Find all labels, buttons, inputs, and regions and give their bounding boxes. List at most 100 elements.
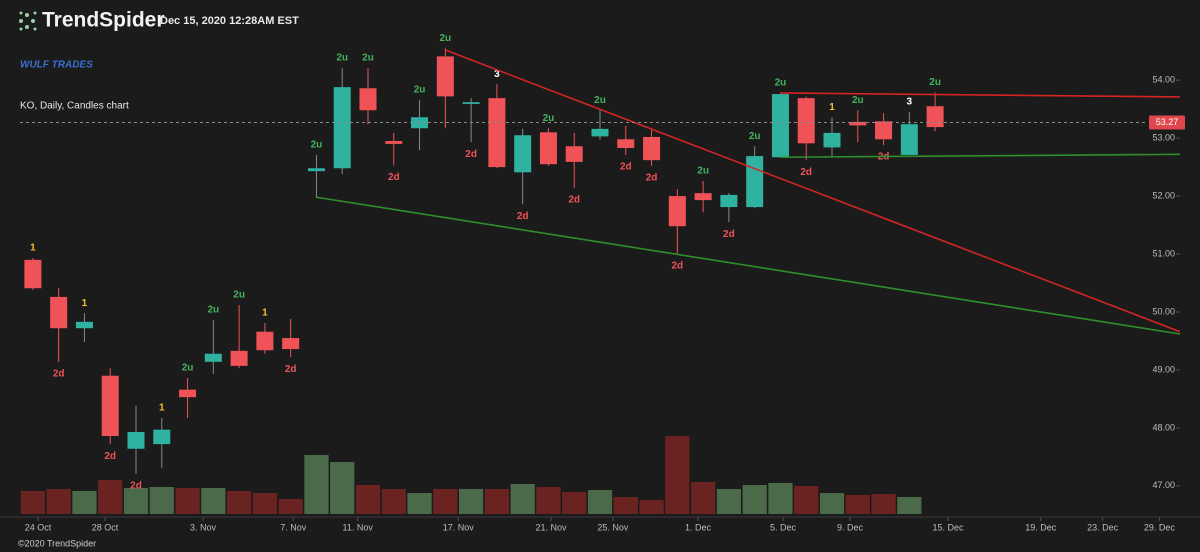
trendline [780, 92, 1181, 98]
candle-label: 2d [53, 368, 65, 379]
volume-bar [819, 493, 845, 514]
volume-bar [510, 484, 535, 514]
volume-bar [458, 489, 484, 514]
candle-label: 1 [30, 243, 36, 254]
candle-body [385, 141, 403, 144]
volume-bar [252, 493, 278, 514]
candle-body [771, 94, 789, 158]
trendline [316, 196, 1181, 335]
x-tick-label: 29. Dec [1144, 522, 1176, 532]
candle-body [875, 121, 893, 140]
volume-bar [330, 462, 355, 514]
volume-bar [871, 494, 896, 514]
logo-icon [19, 11, 37, 31]
volume-bar [46, 489, 71, 514]
candle-label: 2d [620, 162, 632, 173]
timestamp: Dec 15, 2020 12:28AM EST [160, 15, 299, 27]
candle-body [101, 375, 119, 437]
last-price-box [1149, 115, 1185, 130]
candle-label: 1 [82, 298, 88, 309]
x-tick-label: 24 Oct [25, 522, 52, 532]
candle-body [539, 132, 557, 165]
candle-body [823, 132, 841, 148]
candle-body [153, 429, 171, 445]
candle-body [411, 117, 429, 129]
candle-label: 2u [336, 53, 348, 64]
footer: ©2020 TrendSpider [18, 538, 96, 548]
candle-label: 2d [130, 480, 142, 491]
last-price-label: 53.27 [1156, 117, 1179, 127]
x-tick-label: 15. Dec [932, 522, 964, 532]
candle-label: 2u [543, 113, 555, 124]
candle-body [204, 353, 222, 362]
x-tick-label: 21. Nov [536, 522, 568, 532]
candle-label: 2u [439, 33, 451, 44]
candle-label: 2d [800, 167, 812, 178]
candle-body [333, 87, 351, 169]
volume-bar [407, 493, 432, 514]
candle-body [179, 389, 197, 398]
candle-body [591, 128, 609, 137]
volume-bar [175, 488, 200, 514]
candle-body [746, 156, 764, 208]
candle-body [127, 431, 145, 449]
candle-body [720, 194, 738, 208]
x-tick-label: 11. Nov [343, 522, 374, 532]
volume-bar [587, 490, 613, 514]
x-tick-label: 3. Nov [190, 522, 217, 532]
candle-body [900, 124, 918, 155]
volume-bar [381, 489, 406, 514]
candle-label: 2d [671, 261, 683, 272]
volume-bar [665, 436, 690, 514]
candle-label: 3 [494, 69, 500, 80]
candle-body [462, 102, 480, 104]
candle-label: 1 [159, 403, 165, 414]
y-tick-label: 49.00 [1152, 364, 1175, 374]
candle-body [926, 106, 944, 128]
x-tick-label: 1. Dec [685, 522, 712, 532]
y-tick-label: 47.00 [1152, 480, 1175, 490]
volume-bar [98, 480, 123, 514]
volume-bar [201, 488, 226, 514]
volume-bar [433, 489, 458, 514]
candle-body [256, 331, 274, 351]
candle-label: 2d [723, 229, 735, 240]
candle-label: 2d [568, 195, 580, 206]
candle-label: 2u [594, 95, 606, 106]
candle-body [797, 98, 815, 144]
candle-label: 2u [414, 85, 426, 96]
candle-label: 2d [104, 451, 116, 462]
x-tick-label: 5. Dec [770, 522, 797, 532]
x-tick-label: 17. Nov [443, 522, 475, 532]
candle-body [694, 193, 712, 201]
candle-body [514, 135, 532, 173]
volume-bar [690, 482, 716, 514]
volume-bar [355, 485, 381, 514]
x-tick-label: 25. Nov [597, 522, 629, 532]
candle-label: 2u [207, 305, 219, 316]
volume-bar [794, 486, 819, 514]
candle-label: 2d [646, 173, 658, 184]
volume-bar [536, 487, 561, 514]
candle-body [230, 350, 248, 366]
brand: TrendSpider [42, 9, 165, 32]
x-tick-label: 7. Nov [280, 522, 307, 532]
candle-label: 2d [285, 364, 297, 375]
volume-bar [72, 491, 97, 514]
candle-label: 2u [775, 78, 787, 89]
volume-bar [484, 489, 510, 514]
candle-label: 2d [517, 211, 529, 222]
volume-bar [123, 488, 149, 514]
volume-bar [613, 497, 638, 514]
y-tick-label: 50.00 [1152, 306, 1175, 316]
candle-label: 1 [829, 102, 835, 113]
candle-body [75, 321, 93, 329]
candle-label: 2u [929, 77, 941, 88]
trendline [780, 153, 1181, 159]
candle-label: 2d [465, 149, 477, 160]
candle-label: 2u [852, 95, 864, 106]
candle-label: 2d [388, 172, 400, 183]
volume-bar [768, 483, 793, 514]
volume-bar [742, 485, 767, 514]
watermark: WULF TRADES [20, 60, 93, 71]
